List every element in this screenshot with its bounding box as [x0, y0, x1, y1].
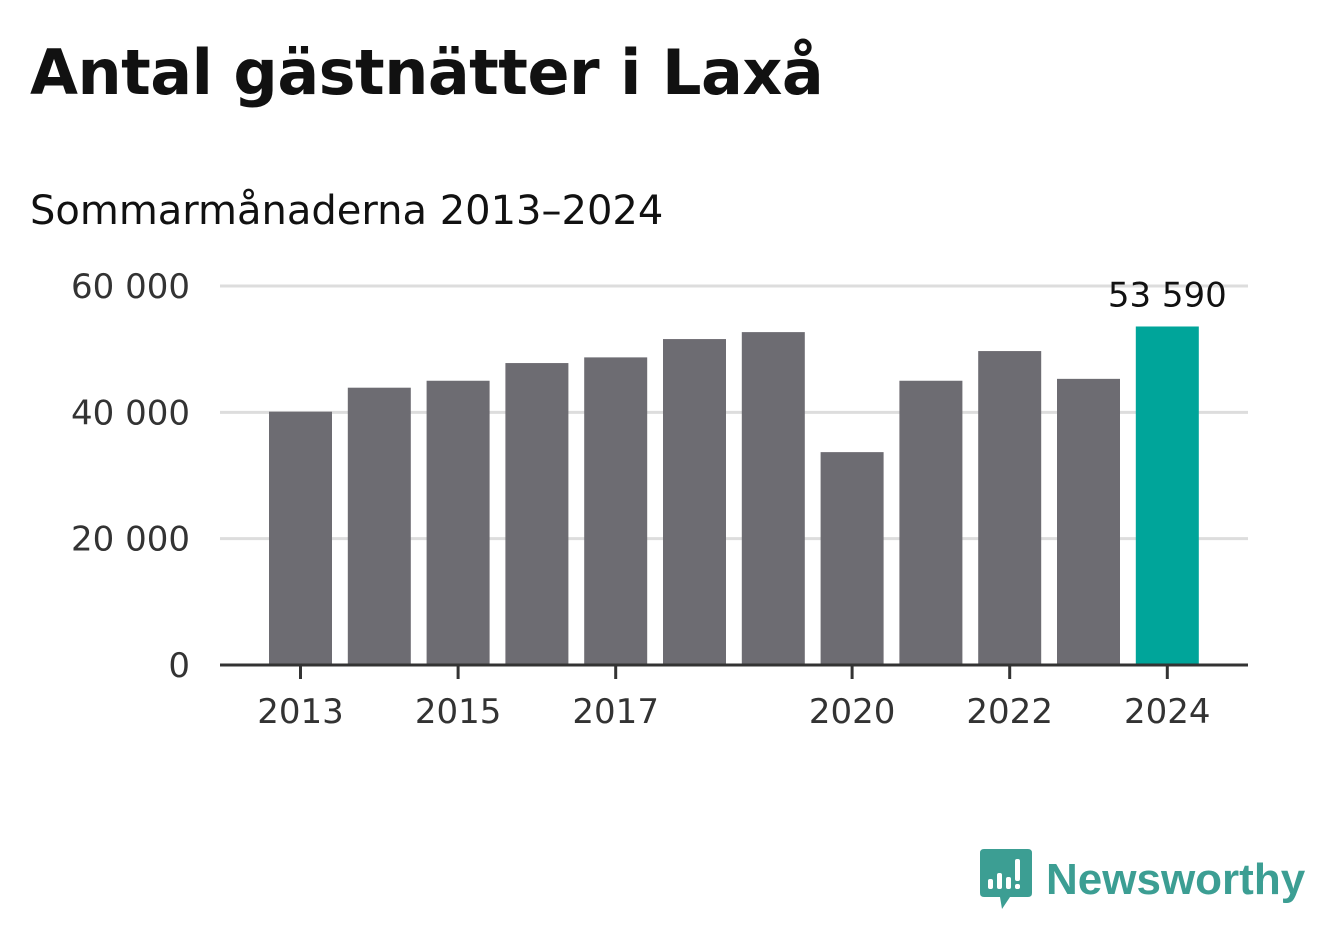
- y-tick-label: 40 000: [71, 393, 190, 433]
- bar: [978, 351, 1042, 665]
- y-tick-label: 0: [168, 646, 190, 686]
- x-tick-label: 2013: [257, 692, 344, 732]
- newsworthy-logo: Newsworthy: [980, 848, 1305, 912]
- bar: [426, 380, 490, 665]
- x-axis-tick-labels: 2013 2015 2017 2020 2022 2024: [257, 692, 1210, 732]
- bar: [663, 339, 726, 665]
- data-label-2024: 53 590: [1108, 275, 1227, 315]
- x-axis: [220, 663, 1248, 679]
- bar: [741, 332, 805, 665]
- bar: [899, 380, 963, 665]
- x-tick-label: 2020: [809, 692, 896, 732]
- y-axis-tick-labels: 0 20 000 40 000 60 000: [71, 267, 190, 686]
- bars: [269, 326, 1199, 665]
- chart-subtitle: Sommarmånaderna 2013–2024: [30, 188, 664, 234]
- bar: [820, 452, 884, 665]
- bar: [269, 411, 332, 665]
- bar: [505, 363, 569, 665]
- x-tick-label: 2022: [966, 692, 1053, 732]
- x-tick-label: 2017: [572, 692, 659, 732]
- bar: [584, 357, 648, 665]
- chart-title: Antal gästnätter i Laxå: [30, 36, 824, 109]
- y-tick-label: 20 000: [71, 520, 190, 560]
- bar: [347, 387, 411, 665]
- data-labels: 53 590: [1108, 275, 1227, 315]
- x-tick-label: 2015: [415, 692, 502, 732]
- y-tick-label: 60 000: [71, 267, 190, 307]
- newsworthy-chart-bubble-icon: [980, 849, 1032, 909]
- bar: [1057, 378, 1120, 665]
- brand-name: Newsworthy: [1046, 855, 1306, 904]
- x-tick-label: 2024: [1124, 692, 1211, 732]
- bar-highlight: [1135, 326, 1199, 665]
